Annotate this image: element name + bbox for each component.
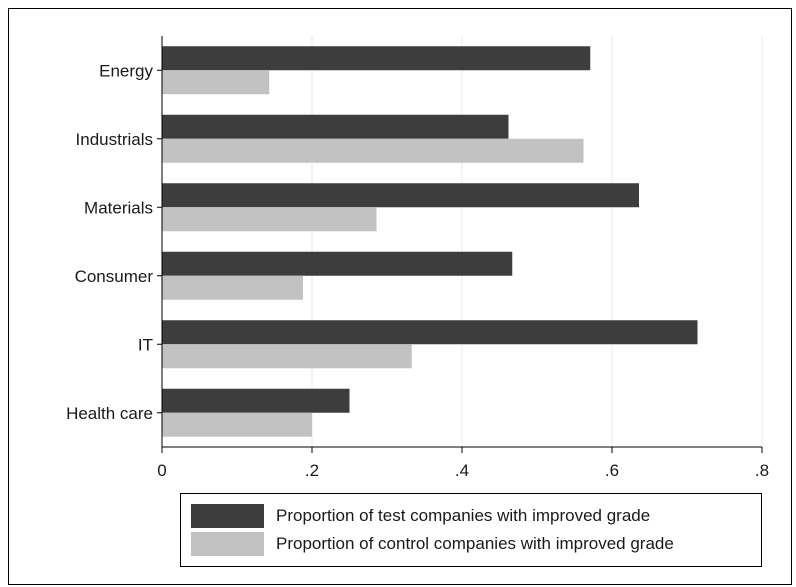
category-label-consumer: Consumer xyxy=(75,267,154,286)
x-tick-label: .6 xyxy=(605,461,619,480)
x-tick-label: 0 xyxy=(157,461,166,480)
bar-control-consumer xyxy=(162,275,303,300)
bar-control-energy xyxy=(162,70,270,95)
bar-test-materials xyxy=(162,183,639,208)
category-label-energy: Energy xyxy=(99,61,153,80)
legend-swatch-control xyxy=(191,532,264,556)
legend-item-test: Proportion of test companies with improv… xyxy=(191,504,650,528)
category-label-it: IT xyxy=(138,335,153,354)
bars xyxy=(162,46,698,437)
x-tick-label: .8 xyxy=(755,461,769,480)
chart-frame xyxy=(8,8,792,585)
legend-label-test: Proportion of test companies with improv… xyxy=(276,506,651,525)
bar-control-materials xyxy=(162,207,377,232)
bar-test-it xyxy=(162,320,698,345)
legend-swatch-test xyxy=(191,504,264,528)
category-labels: Energy Industrials Materials Consumer IT Heal… xyxy=(66,61,153,423)
category-label-health-care: Health care xyxy=(66,404,153,423)
bar-test-industrials xyxy=(162,114,509,139)
bar-test-health-care xyxy=(162,388,350,413)
gridlines xyxy=(311,36,763,447)
bar-control-it xyxy=(162,344,412,369)
bar-test-consumer xyxy=(162,251,513,276)
legend-label-control: Proportion of control companies with imp… xyxy=(276,534,674,553)
category-label-materials: Materials xyxy=(84,198,153,217)
x-tick-label: .2 xyxy=(305,461,319,480)
x-tick-label: .4 xyxy=(455,461,469,480)
bar-control-health-care xyxy=(162,412,312,437)
bar-test-energy xyxy=(162,46,591,71)
bar-control-industrials xyxy=(162,138,584,163)
legend-item-control: Proportion of control companies with imp… xyxy=(191,532,674,556)
category-label-industrials: Industrials xyxy=(76,130,153,149)
axes: 0 .2 .4 .6 .8 xyxy=(157,36,769,480)
legend: Proportion of test companies with improv… xyxy=(180,493,762,567)
